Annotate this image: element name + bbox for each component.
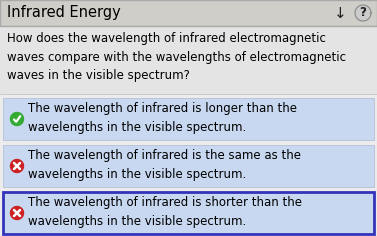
FancyBboxPatch shape (3, 192, 374, 234)
Polygon shape (11, 160, 23, 173)
Polygon shape (11, 113, 23, 126)
FancyBboxPatch shape (0, 235, 377, 236)
Text: The wavelength of infrared is shorter than the
wavelengths in the visible spectr: The wavelength of infrared is shorter th… (28, 196, 302, 228)
Text: The wavelength of infrared is the same as the
wavelengths in the visible spectru: The wavelength of infrared is the same a… (28, 149, 301, 181)
FancyBboxPatch shape (0, 26, 377, 94)
Text: ?: ? (360, 7, 366, 20)
Text: How does the wavelength of infrared electromagnetic
waves compare with the wavel: How does the wavelength of infrared elec… (7, 32, 346, 82)
FancyBboxPatch shape (0, 0, 377, 26)
Text: Infrared Energy: Infrared Energy (7, 5, 121, 21)
Polygon shape (11, 206, 23, 219)
FancyBboxPatch shape (3, 145, 374, 187)
Text: ↓: ↓ (334, 5, 346, 21)
FancyBboxPatch shape (3, 98, 374, 140)
Text: The wavelength of infrared is longer than the
wavelengths in the visible spectru: The wavelength of infrared is longer tha… (28, 102, 297, 134)
Polygon shape (355, 5, 371, 21)
